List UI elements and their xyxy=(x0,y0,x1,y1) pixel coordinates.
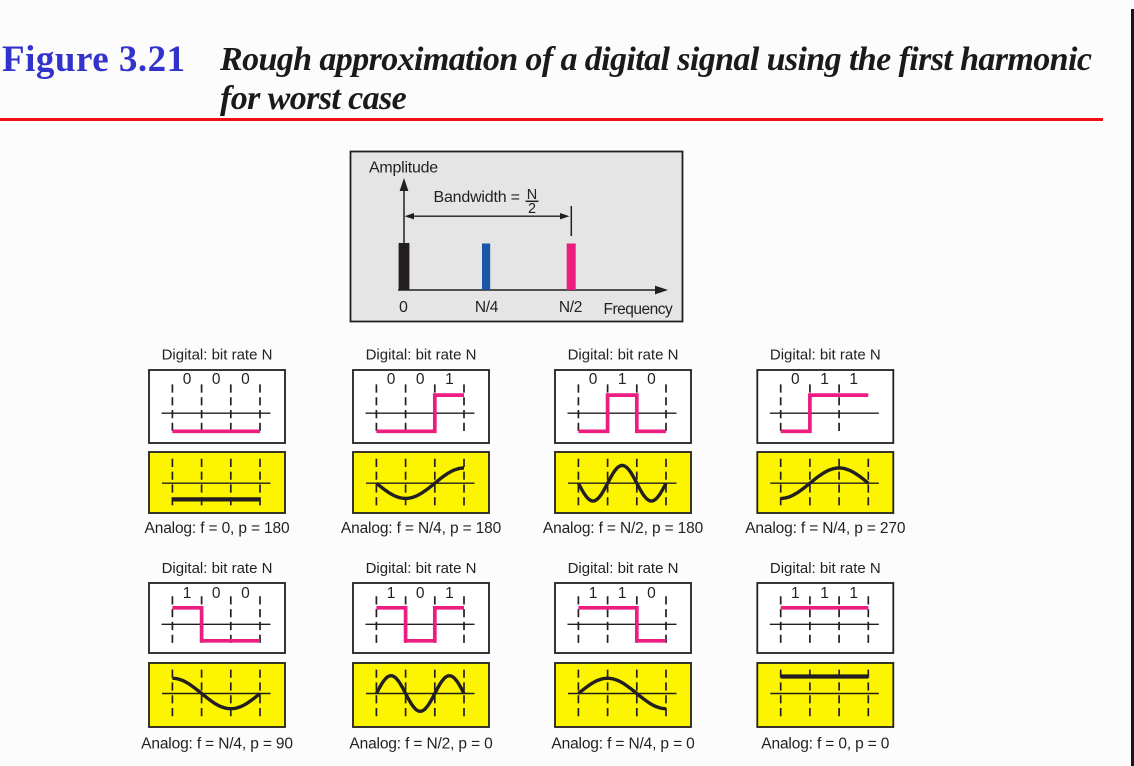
svg-text:0: 0 xyxy=(183,371,192,388)
svg-text:Amplitude: Amplitude xyxy=(369,160,438,177)
svg-text:Analog: f = N/2, p = 180: Analog: f = N/2, p = 180 xyxy=(543,520,704,537)
svg-text:1: 1 xyxy=(183,585,192,602)
svg-text:1: 1 xyxy=(820,585,829,602)
svg-text:0: 0 xyxy=(589,371,598,388)
svg-text:Digital: bit rate N: Digital: bit rate N xyxy=(568,560,679,577)
svg-text:Analog: f = N/4, p = 90: Analog: f = N/4, p = 90 xyxy=(141,736,293,753)
svg-text:0: 0 xyxy=(647,585,656,602)
svg-text:Bandwidth =: Bandwidth = xyxy=(434,189,520,206)
svg-text:2: 2 xyxy=(528,201,536,217)
svg-text:0: 0 xyxy=(416,585,425,602)
svg-text:Analog: f = N/4, p = 0: Analog: f = N/4, p = 0 xyxy=(551,736,695,753)
svg-text:Analog: f = N/4, p = 270: Analog: f = N/4, p = 270 xyxy=(745,520,906,537)
svg-text:1: 1 xyxy=(387,585,396,602)
svg-text:0: 0 xyxy=(416,371,425,388)
svg-text:0: 0 xyxy=(241,585,250,602)
svg-text:Analog: f = 0, p = 0: Analog: f = 0, p = 0 xyxy=(761,736,890,753)
svg-text:Digital: bit rate N: Digital: bit rate N xyxy=(568,347,679,364)
svg-text:1: 1 xyxy=(445,585,454,602)
svg-text:0: 0 xyxy=(387,371,396,388)
svg-text:0: 0 xyxy=(399,299,408,316)
svg-text:0: 0 xyxy=(212,371,221,388)
svg-text:Analog: f = N/4, p = 180: Analog: f = N/4, p = 180 xyxy=(341,520,502,537)
svg-text:0: 0 xyxy=(241,371,250,388)
svg-text:0: 0 xyxy=(212,585,221,602)
svg-text:Frequency: Frequency xyxy=(604,301,673,318)
svg-text:1: 1 xyxy=(589,585,598,602)
svg-text:Digital: bit rate N: Digital: bit rate N xyxy=(770,347,881,364)
svg-text:Digital: bit rate N: Digital: bit rate N xyxy=(162,347,273,364)
svg-text:1: 1 xyxy=(445,371,454,388)
svg-text:Digital: bit rate N: Digital: bit rate N xyxy=(162,560,273,577)
svg-text:1: 1 xyxy=(618,585,627,602)
svg-text:Digital: bit rate N: Digital: bit rate N xyxy=(366,347,477,364)
svg-text:Digital: bit rate N: Digital: bit rate N xyxy=(770,560,881,577)
svg-text:Digital: bit rate N: Digital: bit rate N xyxy=(366,560,477,577)
svg-text:Analog: f = 0, p = 180: Analog: f = 0, p = 180 xyxy=(145,520,290,537)
svg-text:1: 1 xyxy=(791,585,800,602)
svg-text:N/4: N/4 xyxy=(475,299,499,316)
svg-text:1: 1 xyxy=(618,371,627,388)
svg-text:N: N xyxy=(527,187,537,203)
svg-text:Analog: f = N/2, p = 0: Analog: f = N/2, p = 0 xyxy=(349,736,493,753)
svg-text:0: 0 xyxy=(791,371,800,388)
svg-text:1: 1 xyxy=(849,585,858,602)
svg-text:0: 0 xyxy=(647,371,656,388)
svg-text:N/2: N/2 xyxy=(559,299,582,316)
svg-text:1: 1 xyxy=(849,371,858,388)
svg-text:1: 1 xyxy=(820,371,829,388)
